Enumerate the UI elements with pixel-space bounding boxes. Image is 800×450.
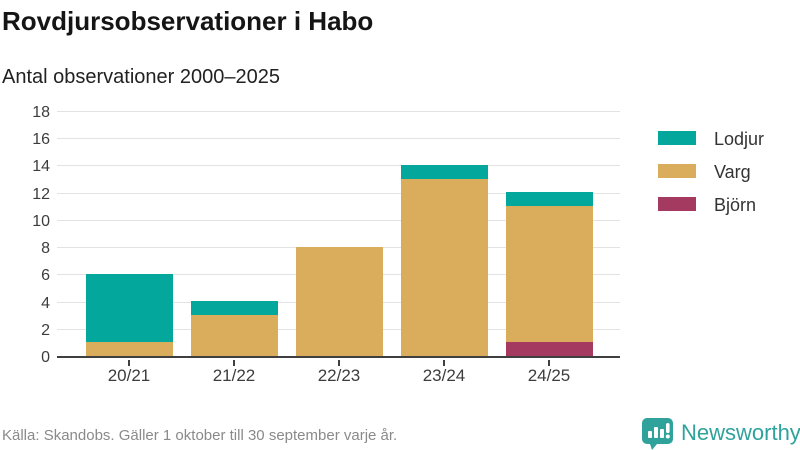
- gridline-y12: [57, 192, 620, 194]
- y-tick-label: 12: [32, 185, 50, 203]
- chart-subtitle: Antal observationer 2000–2025: [2, 66, 280, 88]
- bar-segment-lodjur: [85, 274, 173, 342]
- bar-22-23: [295, 247, 383, 356]
- legend-swatch-varg: [658, 164, 696, 178]
- y-tick-label: 4: [41, 294, 50, 312]
- bar-20-21: [85, 274, 173, 356]
- bar-segment-varg: [505, 206, 593, 342]
- x-tick-label: 23/24: [422, 366, 466, 385]
- y-tick-label: 14: [32, 158, 50, 176]
- bar-segment-varg: [85, 342, 173, 356]
- bar-segment-lodjur: [190, 301, 278, 315]
- x-tick: [338, 360, 340, 366]
- x-tick: [128, 360, 130, 366]
- bar-23-24: [400, 165, 488, 356]
- page-title: Rovdjursobservationer i Habo: [2, 6, 374, 36]
- x-tick-label: 24/25: [527, 366, 571, 385]
- gridline-y14: [57, 165, 620, 167]
- newsworthy-logo: Newsworthy: [641, 416, 800, 450]
- source-note: Källa: Skandobs. Gäller 1 oktober till 3…: [2, 427, 398, 444]
- legend-swatch-björn: [658, 197, 696, 211]
- y-tick-label: 10: [32, 212, 50, 230]
- bar-24-25: [505, 192, 593, 356]
- newsworthy-wordmark: Newsworthy: [681, 420, 800, 445]
- x-tick-label: 22/23: [317, 366, 361, 385]
- bar-segment-lodjur: [505, 192, 593, 206]
- y-tick-label: 0: [41, 349, 50, 366]
- gridline-y10: [57, 219, 620, 221]
- y-axis-labels: 0 2 4 6 8 10 12 14 16 18: [6, 104, 50, 366]
- newsworthy-bubble-chart-icon: [642, 418, 673, 450]
- bar-21-22: [190, 301, 278, 356]
- plot-area: [57, 111, 620, 358]
- bar-segment-lodjur: [400, 165, 488, 179]
- y-tick-label: 16: [32, 131, 50, 149]
- x-tick: [443, 360, 445, 366]
- y-tick-label: 8: [41, 240, 50, 258]
- x-tick-label: 21/22: [212, 366, 256, 385]
- x-axis-labels: 20/21 21/22 22/23 23/24 24/25: [57, 366, 620, 390]
- x-tick: [233, 360, 235, 366]
- x-tick-label: 20/21: [107, 366, 151, 385]
- y-tick-label: 18: [32, 104, 50, 121]
- y-tick-label: 6: [41, 267, 50, 285]
- bar-segment-varg: [295, 247, 383, 356]
- legend-swatch-lodjur: [658, 131, 696, 145]
- gridline-y16: [57, 138, 620, 140]
- bar-segment-varg: [190, 315, 278, 356]
- gridline-y18: [57, 111, 620, 112]
- bar-segment-varg: [400, 179, 488, 356]
- legend-label: Björn: [714, 195, 757, 215]
- bar-segment-björn: [505, 342, 593, 356]
- y-tick-label: 2: [41, 321, 50, 339]
- legend-label: Lodjur: [714, 129, 765, 149]
- x-tick: [548, 360, 550, 366]
- legend-label: Varg: [714, 162, 751, 182]
